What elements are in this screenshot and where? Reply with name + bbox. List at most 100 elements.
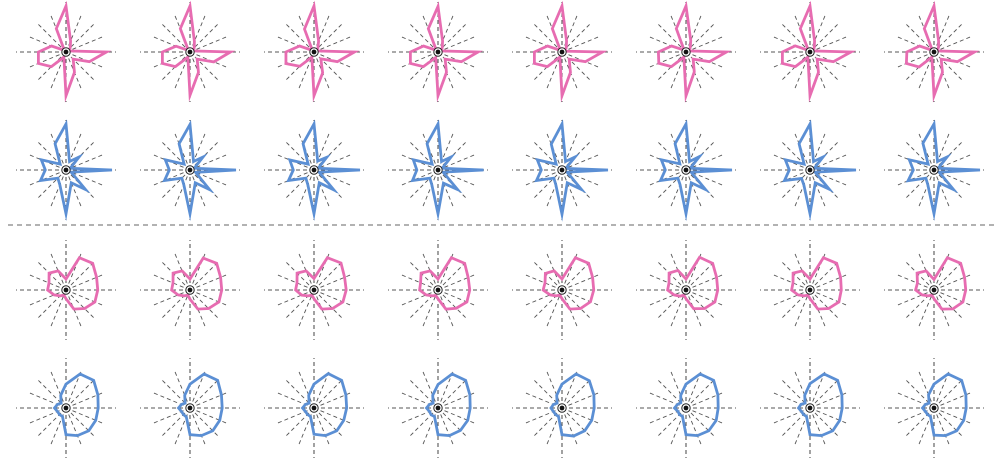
radar-glyph <box>16 119 116 222</box>
center-dot <box>931 405 937 411</box>
radar-glyph <box>140 119 240 222</box>
center-dot <box>559 49 565 55</box>
radar-glyph <box>512 119 612 222</box>
spoke-line <box>189 407 220 438</box>
radar-glyph <box>884 240 984 340</box>
radar-glyph <box>388 240 488 340</box>
center-dot <box>683 167 689 173</box>
radar-glyph <box>636 119 736 222</box>
radar-polygon <box>914 255 968 311</box>
spoke-line <box>933 51 964 82</box>
radar-glyph <box>16 0 116 103</box>
radar-glyph <box>264 119 364 222</box>
center-dot <box>931 287 937 293</box>
radar-glyph <box>140 240 240 340</box>
radar-glyph <box>388 119 488 221</box>
center-dot <box>311 167 317 173</box>
spoke-line <box>685 407 716 438</box>
radar-polygon <box>672 372 720 438</box>
radar-polygon <box>796 372 844 438</box>
radar-glyph <box>512 358 612 458</box>
spoke-line <box>780 407 811 438</box>
center-dot <box>435 49 441 55</box>
radar-polygon <box>300 371 349 438</box>
center-dot <box>435 405 441 411</box>
radar-glyph <box>760 119 860 222</box>
radar-polygon <box>160 0 236 103</box>
center-dot <box>683 49 689 55</box>
spoke-line <box>933 260 964 291</box>
radar-polygon <box>656 0 732 103</box>
spoke-line <box>437 51 468 82</box>
center-dot <box>807 167 813 173</box>
radar-glyph <box>636 0 736 103</box>
radar-polygon <box>170 256 224 311</box>
center-dot <box>187 167 193 173</box>
center-dot <box>63 167 69 173</box>
spoke-line <box>933 407 964 438</box>
spoke-line <box>36 407 67 438</box>
center-dot <box>435 287 441 293</box>
radar-glyph <box>760 0 860 103</box>
spoke-line <box>65 378 96 409</box>
spoke-line <box>809 51 840 82</box>
radar-glyph <box>16 358 116 458</box>
center-dot <box>683 287 689 293</box>
radar-glyph <box>140 0 240 103</box>
radar-polygon <box>286 119 361 222</box>
radar-polygon <box>534 119 609 222</box>
spoke-line <box>160 407 191 438</box>
spoke-line <box>685 378 716 409</box>
radar-polygon <box>790 255 843 311</box>
radar-polygon <box>532 0 608 103</box>
radar-polygon <box>658 119 733 222</box>
radar-polygon <box>549 372 596 438</box>
spoke-line <box>685 51 716 82</box>
radar-polygon <box>36 0 112 103</box>
radar-glyph <box>512 0 612 103</box>
spoke-line <box>933 378 964 409</box>
spoke-line <box>809 260 840 291</box>
radar-polygon <box>418 255 472 311</box>
radar-glyph <box>388 1 488 103</box>
spoke-line <box>284 22 315 53</box>
radar-glyph <box>264 240 364 340</box>
radar-glyph <box>140 358 240 458</box>
spoke-line <box>408 22 439 53</box>
spoke-line <box>313 407 344 438</box>
radar-glyph <box>636 240 736 340</box>
radar-polygon <box>541 255 596 311</box>
radar-polygon <box>904 0 980 103</box>
center-dot <box>187 287 193 293</box>
center-dot <box>63 405 69 411</box>
center-dot <box>807 49 813 55</box>
spoke-line <box>904 22 935 53</box>
center-dot <box>63 287 69 293</box>
center-dot <box>311 287 317 293</box>
radar-polygon <box>52 372 100 438</box>
radar-polygon <box>46 255 100 311</box>
center-dot <box>311 405 317 411</box>
center-dot <box>559 405 565 411</box>
spoke-line <box>284 407 315 438</box>
radar-polygon <box>920 372 968 438</box>
spoke-line <box>685 260 716 291</box>
radar-polygon <box>294 255 348 311</box>
radar-polygon <box>410 119 484 221</box>
center-dot <box>807 287 813 293</box>
radar-glyph <box>760 358 860 458</box>
center-dot <box>187 405 193 411</box>
radar-glyph <box>16 240 116 340</box>
radar-glyph <box>884 0 984 103</box>
spoke-line <box>189 51 220 82</box>
radar-polygon <box>284 0 360 103</box>
radar-polygon <box>782 119 857 222</box>
spoke-line <box>313 260 344 291</box>
center-dot <box>311 49 317 55</box>
spoke-line <box>189 378 220 409</box>
radar-polygon <box>408 1 483 103</box>
radar-glyph <box>636 358 736 458</box>
radar-glyph <box>264 0 364 103</box>
